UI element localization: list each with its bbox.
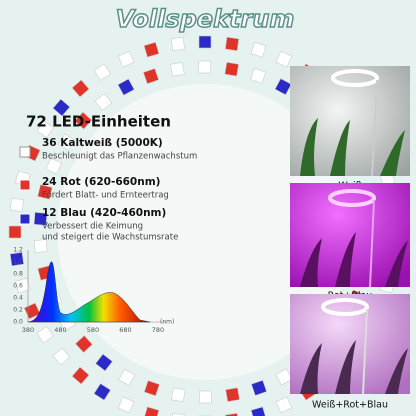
- feature-name: 36 Kaltweiß (5000K): [42, 137, 163, 149]
- x-tick-label: 480: [54, 326, 66, 334]
- led: [171, 387, 186, 403]
- led: [274, 78, 292, 96]
- led: [57, 133, 76, 151]
- led: [225, 387, 240, 402]
- y-tick-label: 0.0: [13, 319, 23, 326]
- led: [117, 78, 135, 96]
- feature-name: 12 Blau (420-460nm): [42, 207, 166, 219]
- led: [118, 368, 136, 386]
- led: [224, 36, 240, 52]
- y-tick-label: 0.2: [13, 307, 23, 314]
- led: [199, 390, 212, 404]
- led: [45, 157, 63, 175]
- led: [143, 41, 160, 58]
- photo-label: Weiß+Rot+Blau: [312, 400, 388, 411]
- feature-name: 24 Rot (620-660nm): [42, 176, 160, 188]
- led: [9, 197, 25, 213]
- inner-circle: [57, 84, 353, 380]
- heading: 72 LED-Einheiten: [26, 113, 171, 131]
- led: [198, 60, 211, 74]
- led: [36, 326, 54, 344]
- icon-blue: [19, 213, 31, 225]
- led: [117, 50, 135, 68]
- icon-white: [19, 146, 31, 158]
- led: [71, 79, 90, 98]
- led: [36, 120, 54, 138]
- led: [250, 41, 267, 58]
- led: [74, 111, 93, 130]
- x-tick-label: 580: [87, 326, 99, 334]
- photo-1: [290, 66, 410, 177]
- y-tick-label: 1.0: [13, 259, 23, 266]
- x-tick-label: 780: [152, 326, 164, 334]
- led: [94, 93, 113, 111]
- led: [224, 61, 239, 77]
- led: [170, 412, 186, 416]
- led: [8, 225, 22, 239]
- led: [75, 335, 93, 353]
- led: [33, 239, 48, 253]
- led: [33, 212, 48, 226]
- x-tick-label: 380: [22, 326, 34, 334]
- led: [143, 380, 160, 397]
- feature-text: und steigert die Wachstumsrate: [42, 233, 178, 243]
- icon-red: [19, 179, 31, 191]
- y-tick-label: 0.8: [13, 271, 23, 278]
- led: [14, 277, 31, 294]
- led: [71, 366, 90, 385]
- led: [170, 62, 185, 77]
- y-tick-label: 0.4: [13, 295, 23, 302]
- title: Vollspektrum: [116, 5, 295, 33]
- unit-label: (nm): [160, 319, 174, 326]
- led: [275, 50, 293, 68]
- led: [142, 68, 160, 85]
- y-tick-label: 0.6: [13, 283, 23, 290]
- x-tick-label: 680: [119, 326, 131, 334]
- led: [52, 347, 71, 366]
- feature-text: Fördert Blatt- und Ernteertrag: [42, 191, 169, 201]
- photo-2: [290, 183, 410, 288]
- led: [170, 36, 186, 52]
- feature-text: Verbessert die Keimung: [42, 222, 143, 232]
- photo-3: [290, 294, 410, 395]
- led: [275, 368, 293, 386]
- led: [52, 98, 71, 117]
- led: [224, 412, 240, 416]
- led: [9, 251, 25, 267]
- led: [93, 63, 111, 81]
- y-tick-label: 1.2: [13, 247, 23, 254]
- led: [93, 383, 111, 401]
- led: [37, 184, 53, 200]
- led: [250, 67, 267, 84]
- feature-text: Beschleunigt das Pflanzenwachstum: [42, 152, 197, 162]
- led: [250, 379, 268, 396]
- spectrum-curve: [27, 261, 151, 323]
- led: [198, 35, 212, 49]
- led: [275, 396, 293, 414]
- led: [117, 396, 135, 414]
- led: [95, 353, 113, 372]
